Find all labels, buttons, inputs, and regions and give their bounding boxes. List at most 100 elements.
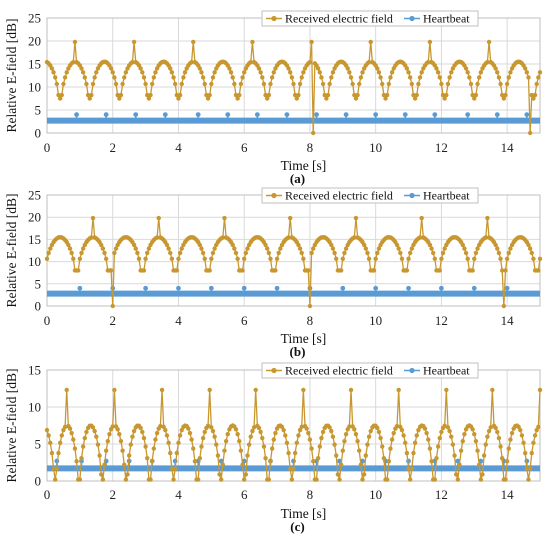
- x-axis-label: Time [s]: [281, 158, 327, 173]
- received-field-point: [501, 303, 507, 309]
- received-field-point: [205, 96, 211, 101]
- received-field-point: [191, 446, 196, 451]
- received-field-point: [457, 462, 462, 467]
- received-field-point: [396, 246, 401, 251]
- received-field-point: [435, 70, 441, 75]
- x-tick-label: 6: [241, 140, 248, 155]
- received-field-point: [263, 242, 268, 248]
- received-field-point: [153, 437, 158, 442]
- received-field-point: [498, 444, 503, 449]
- received-field-point: [235, 431, 240, 437]
- received-field-point: [311, 130, 316, 136]
- received-field-point: [195, 477, 201, 482]
- received-field-point: [388, 75, 393, 80]
- received-field-point: [148, 92, 153, 98]
- received-field-point: [222, 215, 227, 221]
- received-field-point: [209, 81, 214, 87]
- received-field-point: [470, 268, 475, 273]
- legend: Received electric field Heartbeat: [261, 362, 479, 379]
- received-field-point: [99, 242, 104, 248]
- received-field-point: [478, 477, 484, 482]
- received-field-point: [347, 424, 352, 429]
- received-field-point: [460, 438, 465, 444]
- received-field-point: [87, 96, 92, 101]
- received-field-point: [472, 96, 477, 101]
- received-field-point: [151, 446, 157, 451]
- received-field-point: [534, 81, 539, 87]
- heartbeat-point: [471, 285, 477, 291]
- received-field-point: [265, 96, 270, 101]
- received-field-point: [143, 256, 148, 262]
- received-field-point: [401, 433, 406, 438]
- received-field-point: [531, 256, 536, 262]
- received-field-point: [340, 448, 345, 453]
- received-field-point: [445, 81, 451, 87]
- chart-panel-1: 0 5 10 15 20 25 0 2 4 6 8 10 12 14 Time [s] Relative E-…: [4, 10, 543, 186]
- received-field-point: [375, 66, 380, 71]
- received-field-point: [82, 75, 88, 80]
- received-field-point: [358, 75, 364, 80]
- received-field-point: [532, 433, 538, 438]
- received-field-point: [242, 70, 247, 75]
- received-field-point: [453, 472, 459, 477]
- received-field-point: [79, 456, 84, 461]
- received-field-point: [486, 39, 492, 45]
- received-field-point: [439, 429, 444, 435]
- received-field-point: [537, 70, 543, 75]
- received-field-point: [306, 430, 311, 436]
- received-field-point: [113, 81, 119, 87]
- received-field-point: [407, 75, 413, 80]
- received-field-point: [54, 81, 60, 87]
- received-field-point: [71, 437, 76, 442]
- received-field-point: [406, 70, 411, 75]
- received-field-point: [123, 70, 129, 75]
- received-field-point: [481, 453, 487, 458]
- received-field-point: [435, 444, 441, 449]
- received-field-point: [419, 70, 424, 75]
- received-field-point: [250, 39, 255, 45]
- received-field-point: [496, 250, 502, 256]
- received-field-point: [120, 81, 125, 87]
- received-field-point: [299, 424, 304, 430]
- received-field-point: [526, 477, 531, 482]
- received-field-point: [429, 459, 434, 464]
- received-field-point: [434, 456, 439, 461]
- received-field-point: [164, 242, 170, 248]
- received-field-point: [112, 387, 117, 393]
- received-field-point: [417, 235, 423, 240]
- received-field-point: [240, 268, 245, 273]
- received-field-point: [118, 92, 124, 98]
- received-field-point: [447, 75, 452, 80]
- legend-marker-field: [271, 192, 277, 199]
- received-field-point: [44, 256, 50, 262]
- received-field-point: [62, 75, 68, 80]
- plot-frame: [46, 194, 541, 307]
- received-field-point: [286, 66, 291, 71]
- x-tick-label: 8: [307, 140, 314, 155]
- received-field-point: [145, 92, 150, 98]
- heartbeat-point: [402, 112, 408, 117]
- received-field-point: [228, 70, 234, 75]
- received-field-point: [117, 96, 122, 101]
- received-field-point: [389, 70, 395, 75]
- y-tick-label: 5: [35, 103, 42, 118]
- heartbeat-point: [162, 112, 168, 117]
- received-field-point: [89, 235, 94, 240]
- received-field-point: [424, 430, 429, 436]
- received-field-point: [426, 437, 431, 442]
- received-field-point: [74, 459, 79, 464]
- heartbeat-point: [225, 112, 231, 117]
- heartbeat-point: [406, 285, 411, 291]
- received-field-point: [292, 92, 298, 98]
- received-field-point: [273, 430, 278, 436]
- received-field-point: [360, 70, 365, 75]
- received-field-point: [174, 268, 180, 273]
- heartbeat-point: [524, 112, 530, 117]
- received-field-point: [268, 81, 273, 87]
- received-field-point: [71, 256, 76, 262]
- received-field-point: [122, 462, 127, 467]
- received-field-point: [432, 477, 438, 482]
- received-field-point: [429, 246, 434, 251]
- received-field-point: [141, 435, 147, 441]
